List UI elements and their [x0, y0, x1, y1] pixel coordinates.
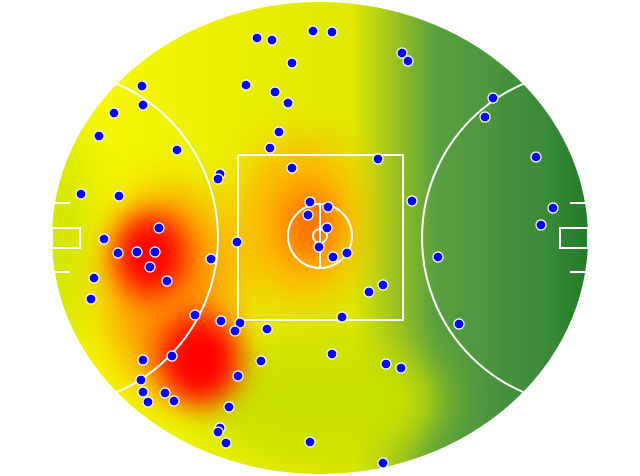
point [135, 374, 147, 386]
point [453, 318, 465, 330]
point [240, 79, 252, 91]
point [212, 426, 224, 438]
point [304, 436, 316, 448]
point [205, 253, 217, 265]
point [234, 317, 246, 329]
point [220, 437, 232, 449]
point [402, 55, 414, 67]
point [304, 196, 316, 208]
point [282, 97, 294, 109]
point [189, 309, 201, 321]
point [535, 219, 547, 231]
point [88, 272, 100, 284]
point [142, 396, 154, 408]
point [307, 25, 319, 37]
point [229, 325, 241, 337]
point [479, 111, 491, 123]
point [286, 162, 298, 174]
point [212, 173, 224, 185]
point [153, 222, 165, 234]
point [112, 247, 124, 259]
point [406, 195, 418, 207]
point [108, 107, 120, 119]
point [149, 246, 161, 258]
point [261, 323, 273, 335]
point [286, 57, 298, 69]
point [131, 246, 143, 258]
point [255, 355, 267, 367]
field-markings [52, 69, 588, 407]
point [75, 188, 87, 200]
point [215, 315, 227, 327]
point [326, 26, 338, 38]
point [136, 80, 148, 92]
point [363, 286, 375, 298]
point [321, 222, 333, 234]
point [377, 457, 389, 469]
points [75, 25, 559, 469]
point [137, 99, 149, 111]
point [302, 209, 314, 221]
point [322, 201, 334, 213]
point [547, 202, 559, 214]
point [159, 387, 171, 399]
point [530, 151, 542, 163]
point [232, 370, 244, 382]
point [85, 293, 97, 305]
point [341, 247, 353, 259]
point [372, 153, 384, 165]
point [231, 236, 243, 248]
point [251, 32, 263, 44]
point [396, 47, 408, 59]
point [137, 354, 149, 366]
point [144, 261, 156, 273]
point [432, 251, 444, 263]
point [377, 279, 389, 291]
point [266, 34, 278, 46]
point [93, 130, 105, 142]
point [168, 395, 180, 407]
point [113, 190, 125, 202]
point [223, 401, 235, 413]
point [326, 348, 338, 360]
point [313, 241, 325, 253]
point [98, 233, 110, 245]
point [336, 311, 348, 323]
point [380, 358, 392, 370]
point [137, 386, 149, 398]
point [161, 275, 173, 287]
point [327, 251, 339, 263]
point [273, 126, 285, 138]
point [269, 86, 281, 98]
point [171, 144, 183, 156]
point [395, 362, 407, 374]
point [264, 142, 276, 154]
point [166, 350, 178, 362]
point [487, 92, 499, 104]
